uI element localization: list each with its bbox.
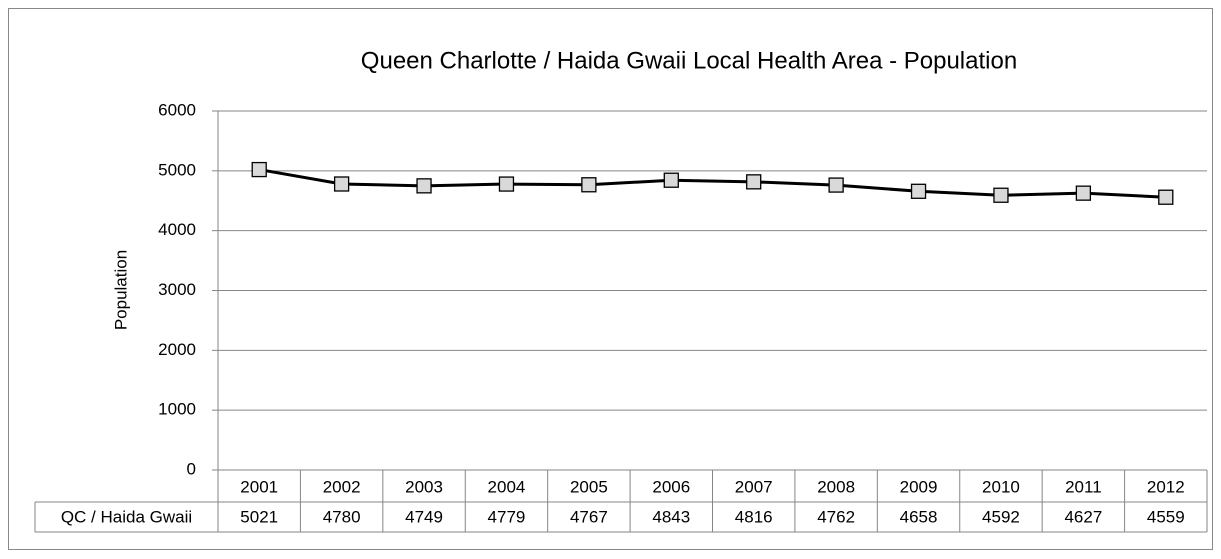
y-tick-label: 2000 [158, 340, 196, 359]
x-tick-label: 2003 [405, 477, 443, 496]
table-value: 4767 [570, 507, 608, 526]
marker [251, 161, 267, 178]
marker [993, 187, 1009, 203]
table-value: 4779 [488, 507, 526, 526]
chart-border [8, 8, 1213, 550]
x-tick-label: 2002 [323, 477, 361, 496]
x-tick-label: 2007 [735, 477, 773, 496]
table-value: 4658 [900, 507, 938, 526]
legend-label: QC / Haida Gwaii [61, 507, 192, 526]
table-value: 4749 [405, 507, 443, 526]
marker [1075, 185, 1092, 201]
table-value: 4559 [1147, 507, 1185, 526]
y-tick-label: 1000 [158, 400, 196, 419]
x-tick-label: 2012 [1147, 477, 1185, 496]
chart-title: Queen Charlotte / Haida Gwaii Local Heal… [361, 47, 1017, 74]
marker [581, 177, 597, 193]
table-value: 4592 [982, 507, 1020, 526]
marker [333, 176, 350, 192]
x-tick-label: 2004 [488, 477, 526, 496]
table-value: 4780 [323, 507, 361, 526]
marker [416, 178, 432, 194]
y-tick-label: 5000 [158, 160, 196, 179]
table-value: 4627 [1064, 507, 1102, 526]
table-value: 4843 [652, 507, 690, 526]
line [258, 168, 1166, 199]
x-tick-label: 2005 [570, 477, 608, 496]
marker [910, 183, 927, 199]
x-tick-label: 2011 [1065, 477, 1102, 496]
x-tick-label: 2008 [817, 477, 855, 496]
marker [498, 176, 515, 192]
marker [828, 177, 844, 193]
marker [1158, 189, 1174, 205]
x-tick-label: 2001 [240, 477, 278, 496]
table-value: 4762 [817, 507, 855, 526]
y-tick-label: 6000 [158, 100, 196, 119]
marker [663, 172, 679, 188]
marker [746, 174, 762, 190]
x-tick-label: 2006 [652, 477, 690, 496]
table-value: 4816 [735, 507, 773, 526]
y-tick-label: 3000 [158, 280, 196, 299]
x-tick-label: 2010 [982, 477, 1020, 496]
y-tick-label: 4000 [158, 220, 196, 239]
table-value: 5021 [240, 507, 278, 526]
x-tick-label: 2009 [900, 477, 938, 496]
y-tick-label: 0 [187, 459, 196, 478]
y-axis-label: Population [111, 250, 130, 330]
